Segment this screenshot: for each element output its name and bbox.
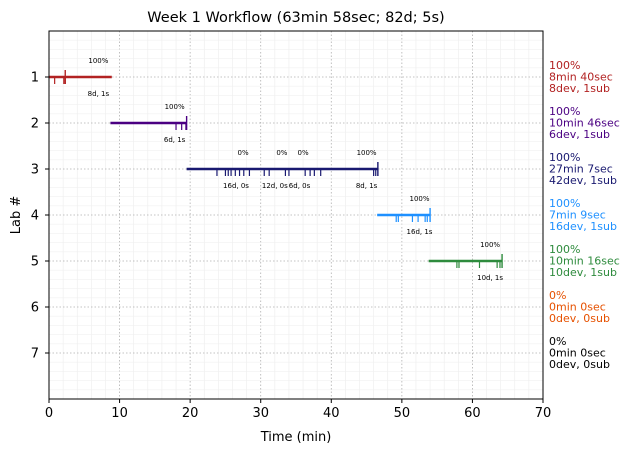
y-tick-label: 7	[31, 347, 39, 362]
x-tick-label: 70	[535, 406, 552, 421]
segment-percent: 100%	[409, 195, 429, 203]
lab-2-group: 100% 6d, 1s	[110, 103, 188, 144]
segment-percent: 100%	[165, 103, 185, 111]
lab-summary-line: 10min 16sec	[549, 255, 620, 268]
lab-summary-line: 8min 40sec	[549, 71, 613, 84]
segment-count: 16d, 0s	[223, 182, 249, 190]
lab-summary-line: 0%	[549, 289, 566, 302]
segment-count: 8d, 1s	[356, 182, 378, 190]
lab-summary-line: 7min 9sec	[549, 209, 606, 222]
x-tick-label: 50	[394, 406, 411, 421]
lab-summary-line: 100%	[549, 59, 580, 72]
x-tick-label: 10	[111, 406, 128, 421]
segment-percent: 100%	[88, 57, 108, 65]
lab-summary-line: 0min 0sec	[549, 301, 606, 314]
lab-summary-line: 100%	[549, 243, 580, 256]
lab-3-group: 0% 16d, 0s 0% 12d, 0s 0% 6d, 0s 100% 8d, 1s	[186, 149, 379, 190]
lab-summary-line: 0dev, 0sub	[549, 312, 610, 325]
y-axis: 1 2 3 4 5 6 7	[31, 71, 49, 362]
lab-summary-line: 100%	[549, 105, 580, 118]
lab-summary-line: 0%	[549, 335, 566, 348]
segment-count: 10d, 1s	[477, 274, 503, 282]
x-tick-label: 0	[45, 406, 53, 421]
y-axis-label: Lab #	[9, 196, 24, 235]
y-tick-label: 4	[31, 209, 39, 224]
y-tick-label: 6	[31, 301, 39, 316]
x-axis-label: Time (min)	[260, 430, 332, 445]
segment-count: 6d, 0s	[289, 182, 311, 190]
y-tick-label: 2	[31, 117, 39, 132]
y-tick-label: 3	[31, 163, 39, 178]
segment-percent: 100%	[480, 241, 500, 249]
lab-summary-line: 100%	[549, 151, 580, 164]
x-axis: 0 10 20 30 40 50 60 70	[45, 399, 551, 421]
segment-count: 16d, 1s	[407, 228, 433, 236]
lab-summary-line: 6dev, 1sub	[549, 128, 610, 141]
y-tick-label: 1	[31, 71, 39, 86]
grid	[48, 31, 544, 399]
lab-summary-line: 10dev, 1sub	[549, 266, 617, 279]
segment-count: 8d, 1s	[88, 90, 110, 98]
lab-summary-line: 0min 0sec	[549, 347, 606, 360]
lab-4-group: 100% 16d, 1s	[377, 195, 433, 236]
segment-percent: 0%	[298, 149, 309, 157]
lab-summary-line: 8dev, 1sub	[549, 82, 610, 95]
lab-summary-line: 16dev, 1sub	[549, 220, 617, 233]
lab-summary-line: 100%	[549, 197, 580, 210]
segment-percent: 100%	[357, 149, 377, 157]
chart-title: Week 1 Workflow (63min 58sec; 82d; 5s)	[147, 10, 444, 26]
x-tick-label: 40	[323, 406, 340, 421]
lab-summary-line: 10min 46sec	[549, 117, 620, 130]
lab-summary-line: 42dev, 1sub	[549, 174, 617, 187]
lab-summary-line: 0dev, 0sub	[549, 358, 610, 371]
segment-count: 6d, 1s	[164, 136, 186, 144]
x-tick-label: 30	[252, 406, 269, 421]
y-tick-label: 5	[31, 255, 39, 270]
lab-summary-line: 27min 7sec	[549, 163, 613, 176]
x-tick-label: 60	[464, 406, 481, 421]
segment-percent: 0%	[276, 149, 287, 157]
lab-5-group: 100% 10d, 1s	[428, 241, 503, 282]
x-tick-label: 20	[182, 406, 199, 421]
segment-count: 12d, 0s	[262, 182, 288, 190]
segment-percent: 0%	[238, 149, 249, 157]
lab-1-group: 100% 8d, 1s	[49, 57, 112, 98]
